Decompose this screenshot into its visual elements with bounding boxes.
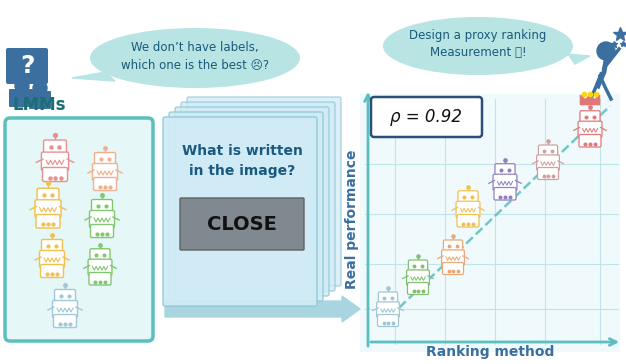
- FancyBboxPatch shape: [6, 48, 48, 84]
- FancyBboxPatch shape: [169, 112, 323, 301]
- FancyBboxPatch shape: [5, 118, 153, 341]
- FancyBboxPatch shape: [443, 240, 463, 254]
- FancyBboxPatch shape: [163, 117, 317, 306]
- FancyBboxPatch shape: [495, 164, 515, 178]
- FancyBboxPatch shape: [44, 140, 66, 156]
- FancyBboxPatch shape: [377, 314, 399, 327]
- FancyBboxPatch shape: [41, 152, 69, 170]
- FancyBboxPatch shape: [579, 135, 601, 147]
- FancyBboxPatch shape: [536, 155, 560, 170]
- Circle shape: [597, 42, 615, 60]
- FancyBboxPatch shape: [187, 97, 341, 286]
- Text: CLOSE: CLOSE: [207, 214, 277, 233]
- FancyBboxPatch shape: [443, 262, 463, 274]
- FancyBboxPatch shape: [43, 167, 68, 182]
- FancyBboxPatch shape: [41, 265, 63, 277]
- FancyBboxPatch shape: [371, 97, 482, 137]
- FancyBboxPatch shape: [90, 210, 115, 228]
- FancyBboxPatch shape: [9, 89, 33, 107]
- Polygon shape: [72, 72, 115, 81]
- FancyBboxPatch shape: [408, 260, 428, 274]
- Text: Real performance: Real performance: [345, 149, 359, 289]
- FancyBboxPatch shape: [89, 273, 111, 285]
- Text: LMMs: LMMs: [12, 96, 66, 114]
- FancyBboxPatch shape: [95, 153, 116, 167]
- FancyBboxPatch shape: [37, 188, 59, 204]
- FancyBboxPatch shape: [93, 178, 116, 190]
- FancyBboxPatch shape: [360, 94, 620, 352]
- FancyBboxPatch shape: [578, 121, 602, 138]
- FancyBboxPatch shape: [180, 198, 304, 250]
- FancyBboxPatch shape: [377, 302, 399, 317]
- Polygon shape: [568, 54, 590, 64]
- FancyBboxPatch shape: [90, 249, 110, 263]
- FancyBboxPatch shape: [456, 201, 480, 218]
- FancyBboxPatch shape: [39, 250, 64, 268]
- Ellipse shape: [90, 28, 300, 88]
- FancyBboxPatch shape: [41, 240, 63, 254]
- FancyBboxPatch shape: [538, 167, 558, 179]
- FancyArrow shape: [165, 296, 360, 322]
- FancyBboxPatch shape: [53, 301, 78, 317]
- FancyBboxPatch shape: [441, 250, 464, 265]
- FancyBboxPatch shape: [580, 111, 600, 125]
- Text: What is written
in the image?: What is written in the image?: [182, 144, 302, 178]
- FancyBboxPatch shape: [457, 214, 479, 227]
- FancyBboxPatch shape: [36, 214, 60, 228]
- Text: ?: ?: [20, 54, 34, 78]
- Text: ρ = 0.92: ρ = 0.92: [390, 108, 462, 126]
- Text: Ranking method: Ranking method: [426, 345, 554, 359]
- FancyBboxPatch shape: [407, 270, 429, 285]
- FancyBboxPatch shape: [538, 145, 558, 159]
- FancyBboxPatch shape: [408, 282, 429, 294]
- FancyBboxPatch shape: [494, 187, 516, 200]
- Circle shape: [15, 79, 29, 93]
- FancyBboxPatch shape: [53, 314, 76, 328]
- Ellipse shape: [383, 17, 573, 75]
- FancyBboxPatch shape: [458, 191, 478, 205]
- Text: We don’t have labels,
which one is the best 😣?: We don’t have labels, which one is the b…: [121, 41, 269, 71]
- Polygon shape: [580, 95, 600, 104]
- FancyBboxPatch shape: [181, 102, 335, 291]
- FancyBboxPatch shape: [88, 259, 112, 276]
- Circle shape: [33, 81, 47, 95]
- FancyBboxPatch shape: [378, 292, 398, 306]
- FancyBboxPatch shape: [93, 163, 118, 181]
- FancyBboxPatch shape: [29, 91, 51, 109]
- FancyBboxPatch shape: [175, 107, 329, 296]
- FancyBboxPatch shape: [35, 200, 61, 218]
- FancyBboxPatch shape: [91, 199, 113, 214]
- FancyBboxPatch shape: [54, 289, 76, 305]
- FancyBboxPatch shape: [493, 174, 517, 190]
- FancyBboxPatch shape: [91, 225, 113, 237]
- Text: Design a proxy ranking
Measurement 🌟!: Design a proxy ranking Measurement 🌟!: [409, 29, 546, 59]
